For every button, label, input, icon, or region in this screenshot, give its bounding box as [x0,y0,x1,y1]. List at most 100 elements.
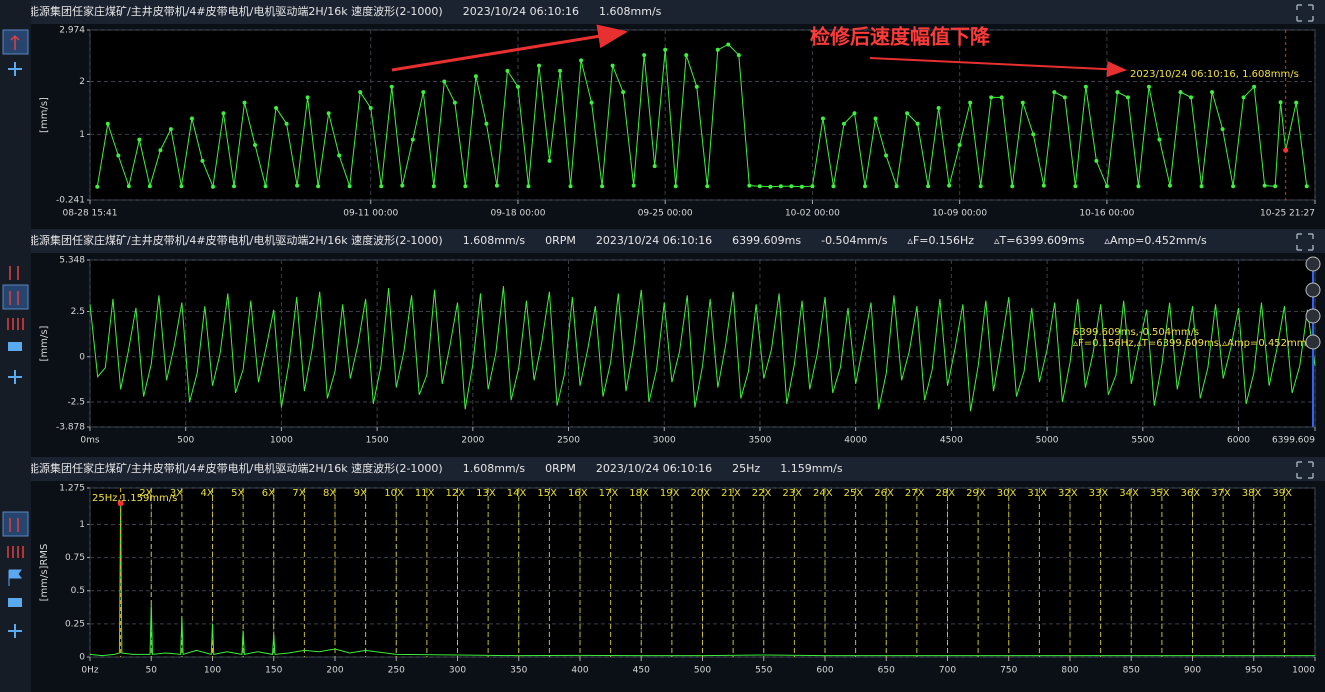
plot-area [89,259,1316,428]
x-tick-label: 4500 [940,436,963,446]
data-point [1125,95,1130,100]
header-text: ▵T=6399.609ms [994,234,1085,247]
data-point [284,121,289,126]
y-tick-label: 2.5 [71,307,85,317]
x-tick-label: 50 [146,666,158,676]
x-tick-label: 600 [816,666,833,676]
data-point [989,95,994,100]
data-point [694,84,699,89]
data-point [684,53,689,58]
data-point [1083,84,1088,89]
data-point [95,184,100,189]
data-point [274,105,279,110]
data-point [316,184,321,189]
harmonic-label: 15X [537,488,557,499]
panel-header: 国家能源集团任家庄煤矿/主井皮带机/4#皮带电机/电机驱动端2H/16k 速度波… [0,0,1325,24]
data-point [1178,90,1183,95]
x-tick-label: 250 [388,666,405,676]
data-point [820,116,825,121]
data-point [431,184,436,189]
harmonic-label: 13X [476,488,496,499]
data-point [673,184,678,189]
data-point [1294,100,1299,105]
x-tick-label: 1000 [1292,666,1315,676]
data-point [536,63,541,68]
annotation: ▵F=0.156Hz,▵T=6399.609ms,▵Amp=0.452mm/s [1073,338,1315,349]
header-text: 25Hz [732,462,761,475]
data-point [463,184,468,189]
annotation: 检修后速度幅值下降 [810,25,991,49]
data-point [484,121,489,126]
data-point [547,158,552,163]
harmonic-label: 38X [1242,488,1262,499]
data-point [1020,100,1025,105]
data-point [778,184,783,189]
data-point [168,127,173,132]
x-tick-label: 09-11 00:00 [343,209,398,219]
harmonic-label: 20X [691,488,711,499]
y-axis-label: [mm/s]RMS [39,544,50,602]
data-point [1157,137,1162,142]
panel-header: 国家能源集团任家庄煤矿/主井皮带机/4#皮带电机/电机驱动端2H/16k 速度波… [0,229,1325,253]
x-tick-label: 350 [510,666,527,676]
data-point [1115,90,1120,95]
harmonic-label: 31X [1027,488,1047,499]
harmonic-label: 5X [231,488,244,499]
data-point [642,53,647,58]
header-text: 国家能源集团任家庄煤矿/主井皮带机/4#皮带电机/电机驱动端2H/16k 速度波… [6,234,443,247]
harmonic-label: 12X [446,488,466,499]
header-text: ▵Amp=0.452mm/s [1104,234,1207,247]
harmonic-label: 6X [262,488,275,499]
data-point [505,68,510,73]
x-tick-label: 5500 [1131,436,1154,446]
x-tick-label: 500 [177,436,194,446]
harmonic-label: 25X [844,488,864,499]
data-point [147,184,152,189]
data-point [1189,95,1194,100]
annotation: 2023/10/24 06:10:16, 1.608mm/s [1130,69,1299,80]
x-tick-label: 750 [1000,666,1017,676]
data-point [799,184,804,189]
x-tick-label: 0Hz [81,666,98,676]
header-text: 1.608mm/s [462,462,526,475]
x-tick-label: 450 [633,666,650,676]
y-tick-label: 0 [79,352,85,362]
data-point [137,137,142,142]
data-point [368,105,373,110]
data-point [957,142,962,147]
data-point [1231,184,1236,189]
data-point [189,116,194,121]
header-text: 国家能源集团任家庄煤矿/主井皮带机/4#皮带电机/电机驱动端2H/16k 速度波… [6,5,443,18]
annotation: 25Hz,1.159mm/s [92,493,177,504]
data-point [1262,183,1267,188]
x-tick-label: 10-16 00:00 [1079,209,1134,219]
header-text: 0RPM [545,462,576,475]
data-point [926,184,931,189]
harmonic-label: 10X [384,488,404,499]
data-point [652,164,657,169]
harmonic-label: 28X [936,488,956,499]
data-point [968,100,973,105]
panel-header: 国家能源集团任家庄煤矿/主井皮带机/4#皮带电机/电机驱动端2H/16k 速度波… [0,457,1325,481]
data-point [631,183,636,188]
y-tick-label: 0 [79,653,85,663]
cursor-dot [1283,147,1289,153]
data-point [736,53,741,58]
y-tick-label: 0.5 [71,586,85,596]
data-point [305,95,310,100]
harmonic-label: 36X [1181,488,1201,499]
data-point [726,42,731,47]
data-point [452,100,457,105]
data-point [379,184,384,189]
x-tick-label: 3000 [653,436,676,446]
x-tick-label: 6399.609 [1272,436,1315,446]
data-point [116,153,121,158]
data-point [600,184,605,189]
data-point [1241,95,1246,100]
plot-area [89,29,1316,201]
x-tick-label: 400 [571,666,588,676]
header-text: 1.608mm/s [462,234,526,247]
x-tick-label: 900 [1184,666,1201,676]
harmonic-label: 29X [966,488,986,499]
